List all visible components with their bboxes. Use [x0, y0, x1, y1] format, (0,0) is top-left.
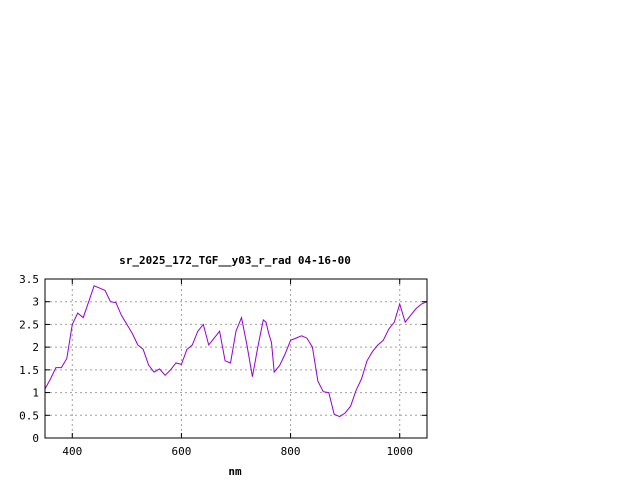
series-line [44, 285, 428, 418]
x-axis: 400 600 800 1000 [62, 279, 413, 458]
y-tick-label: 2.5 [19, 318, 39, 331]
series-group [44, 285, 428, 418]
x-axis-label: nm [228, 465, 242, 478]
x-tick-label: 1000 [386, 445, 413, 458]
y-tick-label: 1.5 [19, 364, 39, 377]
x-tick-label: 600 [171, 445, 191, 458]
y-tick-label: 3 [32, 296, 39, 309]
y-axis: 0 0.5 1 1.5 2 2.5 3 3.5 [19, 273, 427, 445]
grid-lines [45, 279, 427, 438]
y-tick-label: 2 [32, 341, 39, 354]
chart-title: sr_2025_172_TGF__y03_r_rad 04-16-00 [119, 254, 351, 267]
plot-frame [44, 278, 428, 439]
y-tick-label: 0.5 [19, 409, 39, 422]
y-tick-label: 0 [32, 432, 39, 445]
x-tick-label: 400 [62, 445, 82, 458]
y-tick-label: 3.5 [19, 273, 39, 286]
y-tick-label: 1 [32, 387, 39, 400]
x-tick-label: 800 [281, 445, 301, 458]
